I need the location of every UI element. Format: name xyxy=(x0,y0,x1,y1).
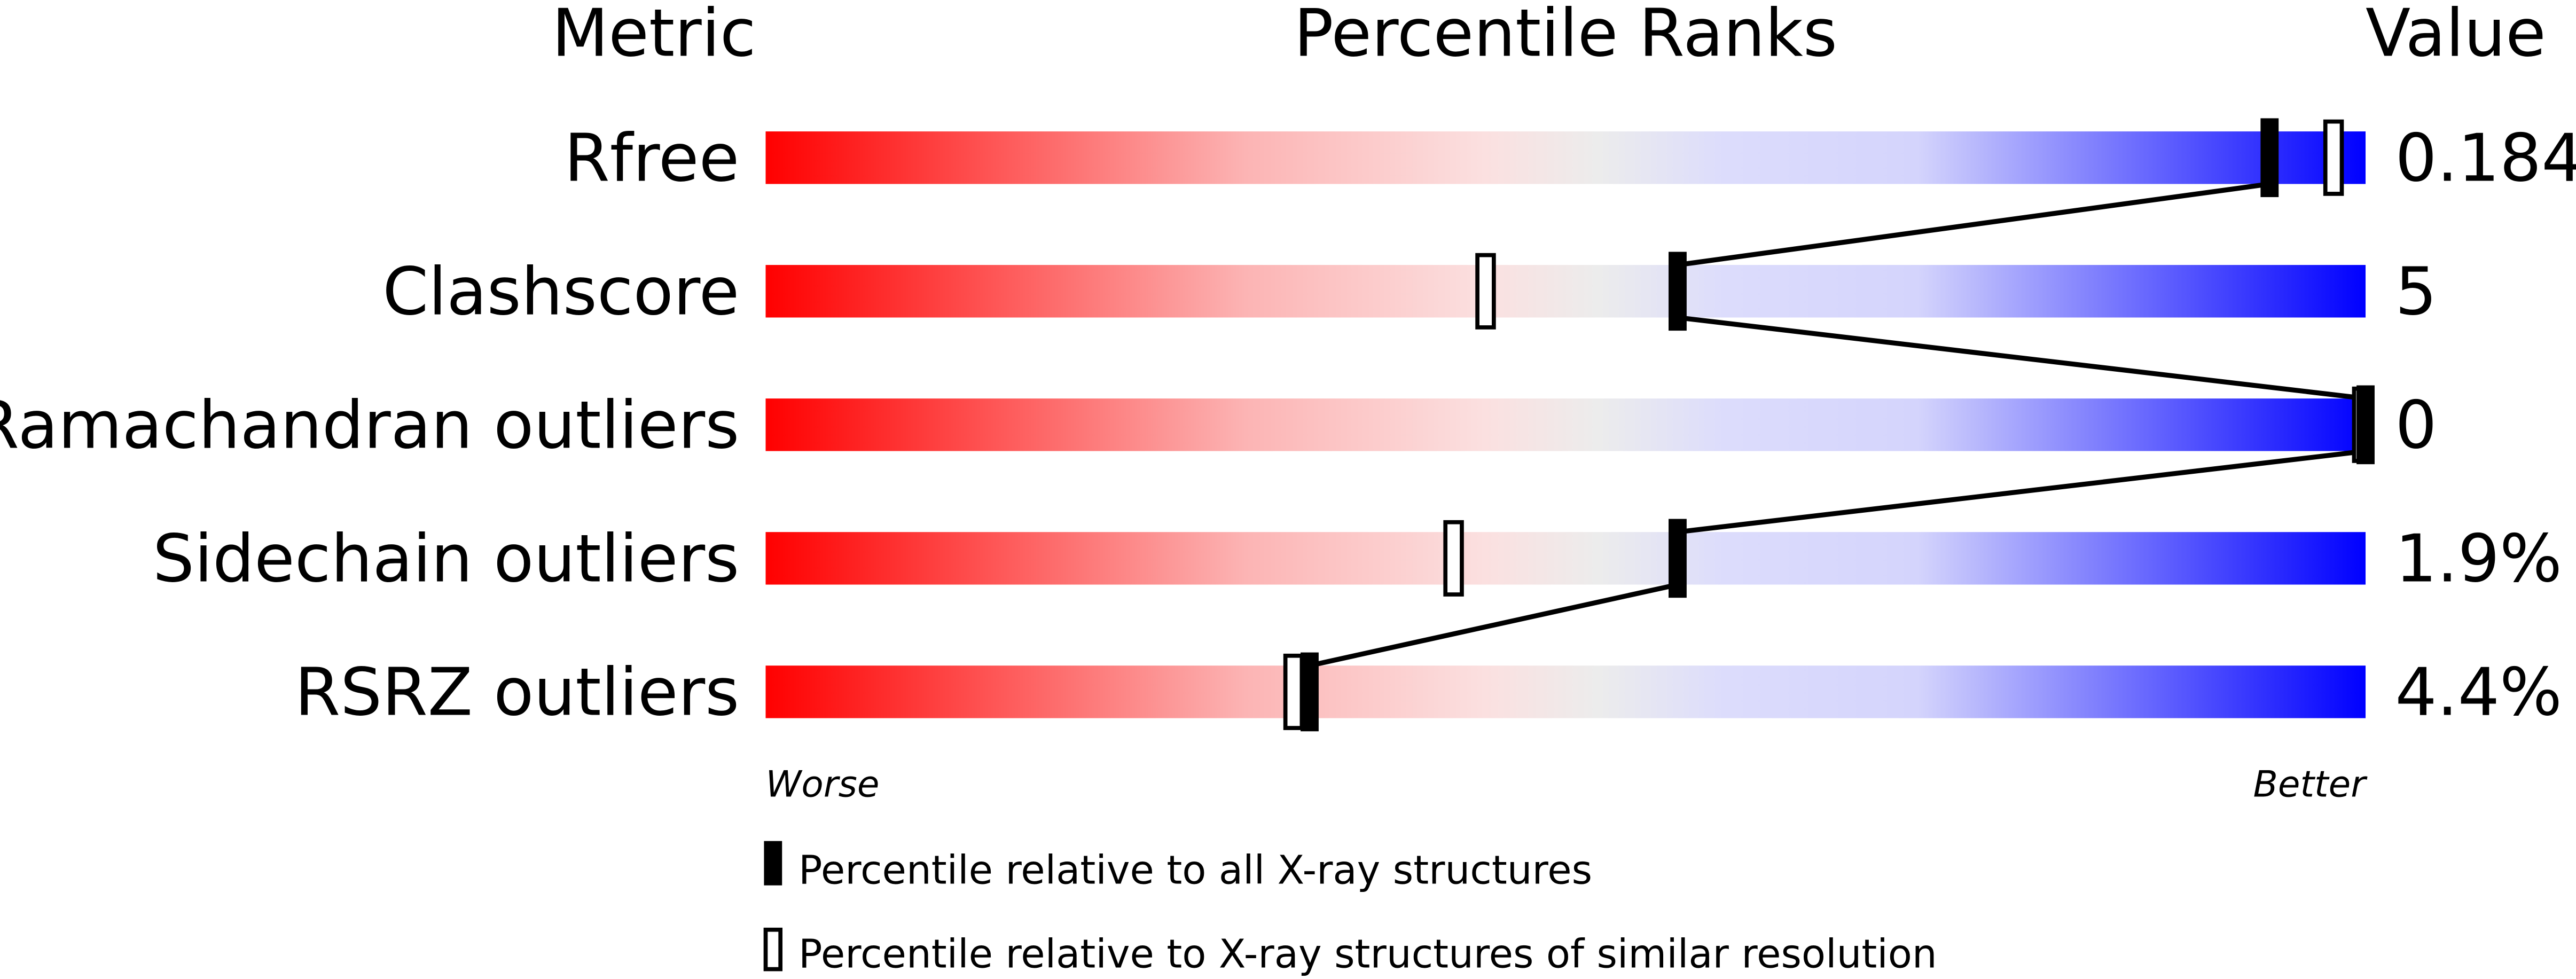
axis-worse-label: Worse xyxy=(765,763,879,805)
connector-line xyxy=(1677,181,2270,268)
metric-value: 1.9% xyxy=(2395,521,2562,597)
connector-line xyxy=(1309,582,1678,668)
all-structures-marker xyxy=(1301,652,1319,732)
percentile-bar xyxy=(765,665,2366,718)
percentile-bar xyxy=(765,532,2366,585)
metric-value: 4.4% xyxy=(2395,654,2562,731)
header-percentile-ranks: Percentile Ranks xyxy=(1294,0,1837,72)
metric-value: 5 xyxy=(2395,254,2437,330)
metric-label: Sidechain outliers xyxy=(153,521,739,597)
metric-label: RSRZ outliers xyxy=(295,654,740,731)
similar-resolution-marker xyxy=(2323,119,2344,196)
similar-resolution-marker xyxy=(1443,520,1464,597)
percentile-bar xyxy=(765,398,2366,451)
similar-resolution-marker xyxy=(1475,253,1496,330)
legend-all-label: Percentile relative to all X-ray structu… xyxy=(798,848,1592,894)
legend-open-marker-icon xyxy=(763,927,783,972)
all-structures-marker xyxy=(1669,252,1687,331)
all-structures-marker xyxy=(2356,385,2375,465)
connector-line xyxy=(1677,448,2366,535)
all-structures-marker xyxy=(1669,519,1687,598)
axis-better-label: Better xyxy=(2253,763,2368,805)
percentile-bar xyxy=(765,131,2366,184)
all-structures-marker xyxy=(2260,118,2279,198)
header-metric: Metric xyxy=(552,0,756,72)
legend-filled-marker-icon xyxy=(764,841,782,886)
metric-label: Ramachandran outliers xyxy=(0,387,739,464)
metric-value: 0 xyxy=(2395,387,2437,464)
connector-line xyxy=(1677,315,2366,401)
similar-resolution-marker xyxy=(1283,653,1304,730)
metric-label: Clashscore xyxy=(382,254,739,330)
percentile-bar xyxy=(765,265,2366,318)
metric-label: Rfree xyxy=(564,120,739,197)
metric-value: 0.184 xyxy=(2395,120,2576,197)
header-value: Value xyxy=(2366,0,2546,72)
legend-similar-label: Percentile relative to X-ray structures … xyxy=(798,931,1937,977)
